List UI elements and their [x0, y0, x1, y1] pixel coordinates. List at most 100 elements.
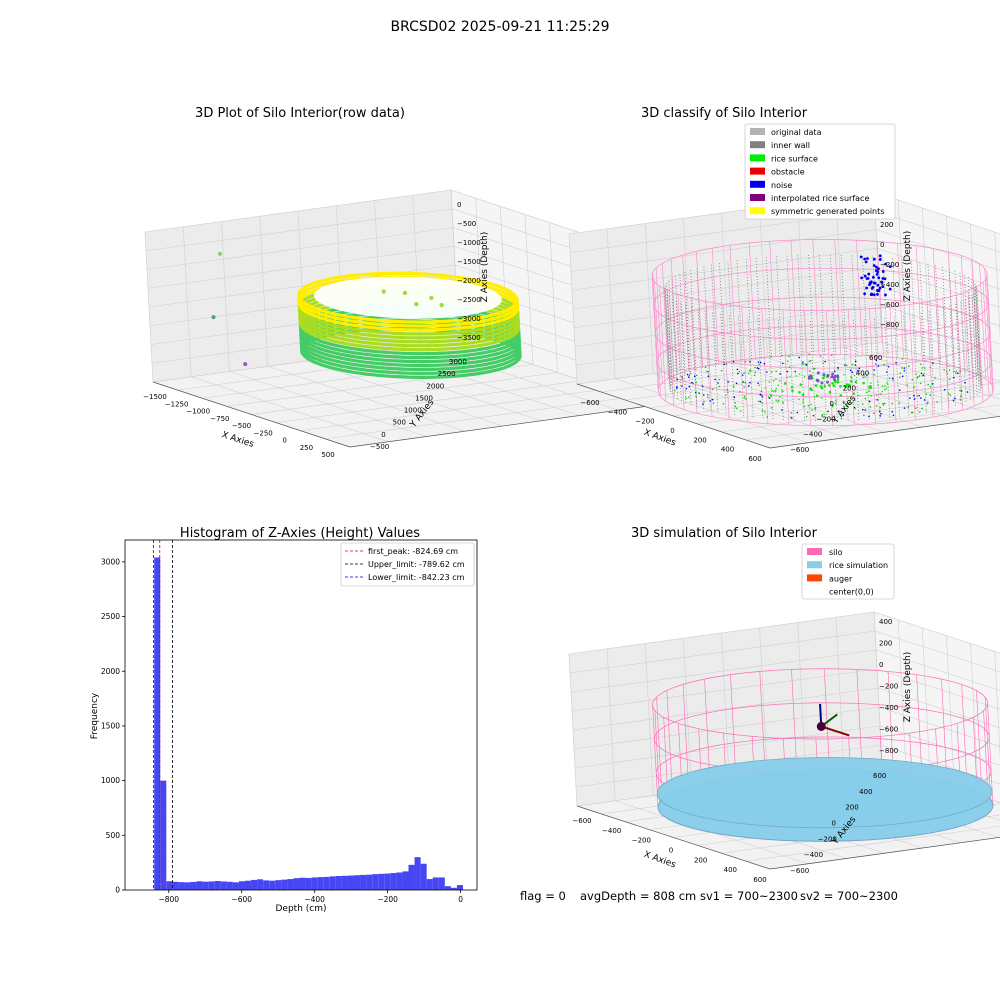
classify-y-tick: 200 — [843, 385, 856, 393]
rice-surface-point — [759, 400, 762, 403]
interpolated-point — [822, 373, 826, 377]
rice-surface-point — [868, 390, 871, 392]
rice-surface-point — [886, 382, 888, 384]
rice-surface-point — [877, 384, 879, 386]
simulation-y-tick: −400 — [804, 851, 823, 859]
rice-surface-point — [707, 370, 709, 373]
inner-wall-points — [974, 282, 981, 384]
rice-surface-point — [927, 383, 929, 386]
y-tick-label: 2000 — [101, 667, 120, 676]
legend-frame — [340, 542, 475, 587]
rice-surface-point — [798, 373, 801, 375]
rice-surface-point — [789, 416, 792, 419]
classify-z-tick: −400 — [880, 281, 899, 289]
legend-swatch — [750, 128, 765, 135]
rice-surface-point — [686, 373, 689, 376]
histogram-bar — [287, 879, 294, 890]
histogram-bar — [184, 882, 191, 890]
classify-grid — [994, 231, 1000, 339]
classify-grid — [805, 352, 999, 417]
rice-surface-point — [876, 398, 879, 401]
rice-surface-point — [769, 393, 772, 396]
inner-wall-points — [712, 311, 719, 413]
rice-surface-point — [891, 410, 894, 413]
inner-wall-points — [799, 319, 806, 421]
rice-surface-point — [676, 386, 678, 388]
y-tick-label: 1000 — [101, 776, 120, 785]
rice-surface-point — [822, 376, 825, 380]
rice-surface-point — [782, 401, 784, 404]
simulation-y-tick: −200 — [818, 835, 837, 843]
noise-point — [876, 283, 880, 287]
raw-y-tick: 0 — [381, 431, 385, 439]
inner-wall-points — [949, 304, 956, 406]
histogram-bar — [354, 875, 361, 890]
rice-surface-point — [918, 411, 921, 413]
rice-surface-point — [757, 367, 760, 370]
rice-surface-point — [960, 390, 963, 392]
legend-label: interpolated rice surface — [771, 194, 869, 203]
noise-point — [875, 272, 879, 276]
histogram-bar — [257, 879, 264, 890]
rice-surface-point — [693, 375, 696, 377]
rice-surface-point — [809, 370, 811, 372]
rice-surface-point — [921, 367, 924, 369]
simulation-grid — [572, 687, 879, 731]
interpolated-point — [831, 372, 835, 376]
rice-surface-point — [741, 374, 744, 376]
noise-point — [878, 258, 882, 261]
rice-surface-point — [960, 395, 962, 397]
simulation-x-tick: −600 — [572, 817, 591, 825]
inner-wall-points — [943, 306, 950, 408]
legend-swatch — [807, 548, 822, 555]
histogram-bar — [408, 864, 415, 890]
rice-surface-point — [743, 372, 745, 374]
histogram-y-ticks: 0 500 1000 1500 2000 2500 3000 — [101, 557, 125, 895]
rice-surface-point — [911, 411, 914, 414]
rice-surface-point — [839, 385, 842, 388]
rice-surface-point — [788, 355, 790, 358]
inner-wall-points — [675, 300, 682, 401]
histogram-bar — [335, 876, 342, 890]
rice-surface-point — [736, 368, 739, 371]
inner-wall-points — [664, 291, 672, 393]
rice-surface-point — [725, 363, 728, 365]
inner-wall-points — [788, 319, 795, 421]
simulation-y-tick: −600 — [790, 867, 809, 875]
rice-surface-point — [898, 402, 901, 404]
rice-surface-point — [794, 370, 797, 373]
classify-y-axis-line — [769, 415, 1000, 449]
rice-surface-point — [747, 372, 750, 375]
rice-surface-point — [877, 365, 880, 367]
classify-z-tick: 200 — [880, 221, 893, 229]
rice-surface-point — [839, 394, 843, 397]
raw-z-tick: −3500 — [457, 334, 481, 342]
rice-surface-point — [836, 380, 840, 384]
rice-surface-point — [780, 354, 783, 357]
legend-label: rice surface — [771, 154, 818, 163]
rice-surface-point — [922, 374, 925, 376]
rice-surface-point — [934, 377, 936, 379]
rice-surface-point — [764, 387, 767, 389]
rice-surface-point — [903, 407, 906, 409]
raw-3d-points — [211, 251, 522, 379]
noise-point — [863, 274, 867, 278]
classify-grid — [729, 362, 923, 428]
inner-wall-points — [959, 271, 966, 373]
histogram-title: Histogram of Z-Axies (Height) Values — [180, 526, 420, 541]
rice-surface-point — [774, 390, 777, 393]
histogram-bar — [366, 874, 373, 890]
rice-surface-point — [749, 381, 751, 384]
inner-wall-points — [666, 293, 673, 395]
rice-surface-point — [772, 390, 775, 393]
rice-surface-point — [714, 378, 716, 381]
noise-point — [872, 281, 876, 285]
rice-surface-point — [833, 370, 836, 373]
raw-z-tick: −2500 — [457, 296, 481, 304]
rice-surface-point — [709, 400, 711, 402]
rice-surface-point — [695, 395, 697, 398]
rice-surface-point — [913, 386, 915, 388]
interpolated-point — [833, 378, 837, 382]
raw-grid — [276, 380, 583, 423]
rice-surface-point — [843, 373, 845, 376]
